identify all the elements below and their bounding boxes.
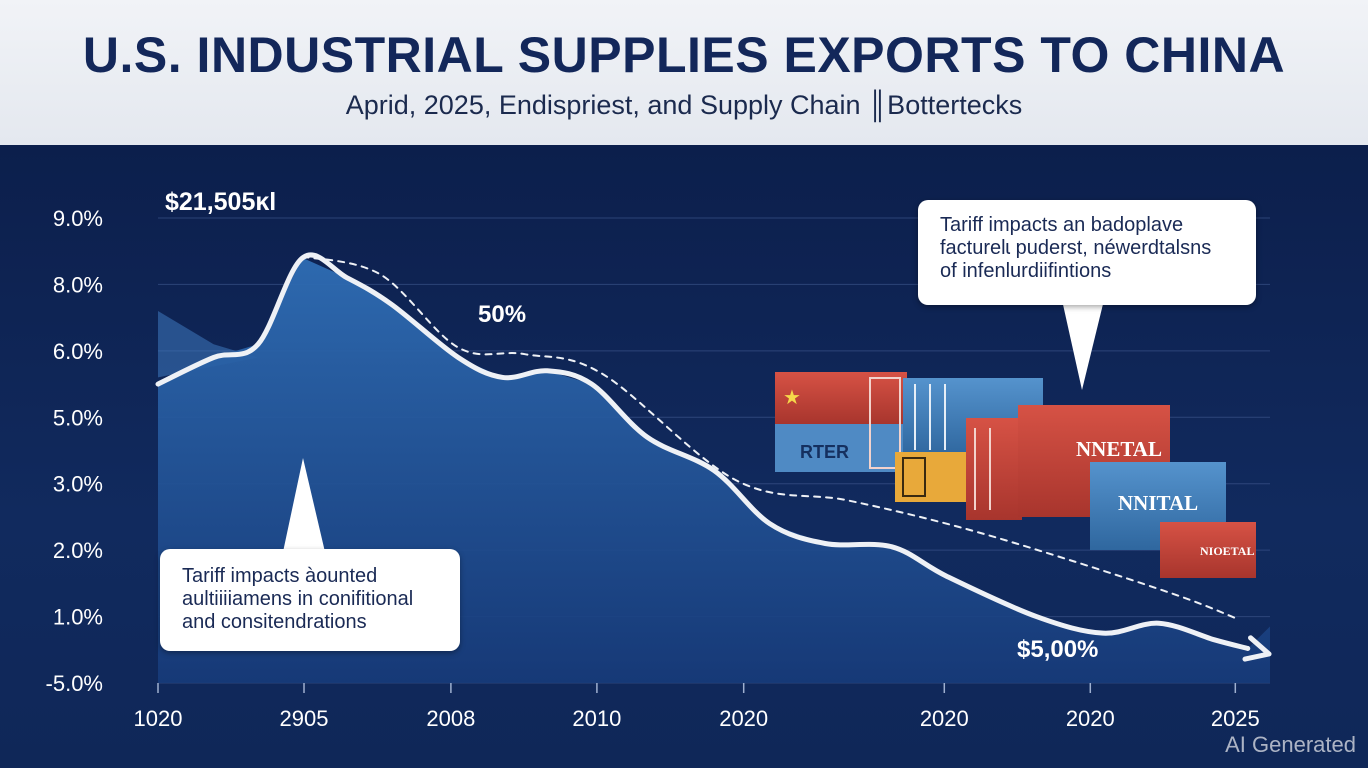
callout-left-line-1: Tariff impacts àounted — [182, 565, 378, 587]
y-tick-label: 9.0% — [53, 206, 103, 231]
container-label-4: NIOETAL — [1200, 544, 1254, 558]
x-tick-label: 2008 — [426, 706, 475, 731]
x-tick-label: 2020 — [920, 706, 969, 731]
container-china: ★ RTER — [775, 372, 907, 472]
shipping-containers-illustration: ★ RTER NNETAL NNITAL NIOETAL — [775, 372, 1256, 578]
series-line-solid — [155, 252, 1251, 651]
x-tick-label: 2905 — [280, 706, 329, 731]
x-tick-label: 2010 — [572, 706, 621, 731]
container-red-small: NIOETAL — [1160, 522, 1256, 578]
y-tick-label: 3.0% — [53, 472, 103, 497]
x-tick-label: 2020 — [719, 706, 768, 731]
callout-left: Tariff impacts àounted aultiiiiamens in … — [160, 549, 460, 651]
callout-right-line-2: facturelɩ puderst, néwerdtalsns — [940, 237, 1212, 259]
y-tick-label: 5.0% — [53, 405, 103, 430]
annotation-peak-value: $21,505ĸl — [165, 188, 276, 216]
trend-arrow-icon — [1242, 635, 1272, 662]
watermark: AI Generated — [1225, 732, 1356, 757]
x-tick-label: 2025 — [1211, 706, 1260, 731]
container-label-2: NNETAL — [1076, 437, 1162, 461]
chart-subtitle: Aprid, 2025, Endispriest, and Supply Cha… — [345, 90, 1023, 120]
y-tick-label: 2.0% — [53, 538, 103, 563]
chart-header: U.S. INDUSTRIAL SUPPLIES EXPORTS TO CHIN… — [0, 0, 1368, 145]
annotation-end-value: $5,00% — [1017, 636, 1098, 663]
container-label-1: RTER — [800, 442, 849, 462]
callout-left-line-3: and consitendrations — [182, 611, 367, 633]
annotation-percent: 50% — [478, 301, 526, 328]
callout-right: Tariff impacts an badoplave facturelɩ pu… — [918, 200, 1256, 305]
x-tick-label: 1020 — [134, 706, 183, 731]
y-tick-label: -5.0% — [46, 671, 103, 696]
series-line-dashed — [301, 255, 1238, 620]
callout-right-line-3: of infenlurdiifintions — [940, 260, 1112, 282]
x-tick-label: 2020 — [1066, 706, 1115, 731]
y-tick-label: 6.0% — [53, 339, 103, 364]
y-tick-label: 8.0% — [53, 272, 103, 297]
china-flag-icon: ★ — [783, 387, 801, 409]
y-tick-label: 1.0% — [53, 605, 103, 630]
callout-right-line-1: Tariff impacts an badoplave — [940, 214, 1184, 236]
container-yellow — [895, 452, 967, 502]
container-label-3: NNITAL — [1118, 491, 1198, 515]
chart-title: U.S. INDUSTRIAL SUPPLIES EXPORTS TO CHIN… — [82, 27, 1286, 83]
callout-left-line-2: aultiiiiamens in conifitional — [182, 588, 414, 610]
callout-pointer-left — [283, 458, 325, 552]
callout-pointer-right — [1062, 300, 1104, 390]
